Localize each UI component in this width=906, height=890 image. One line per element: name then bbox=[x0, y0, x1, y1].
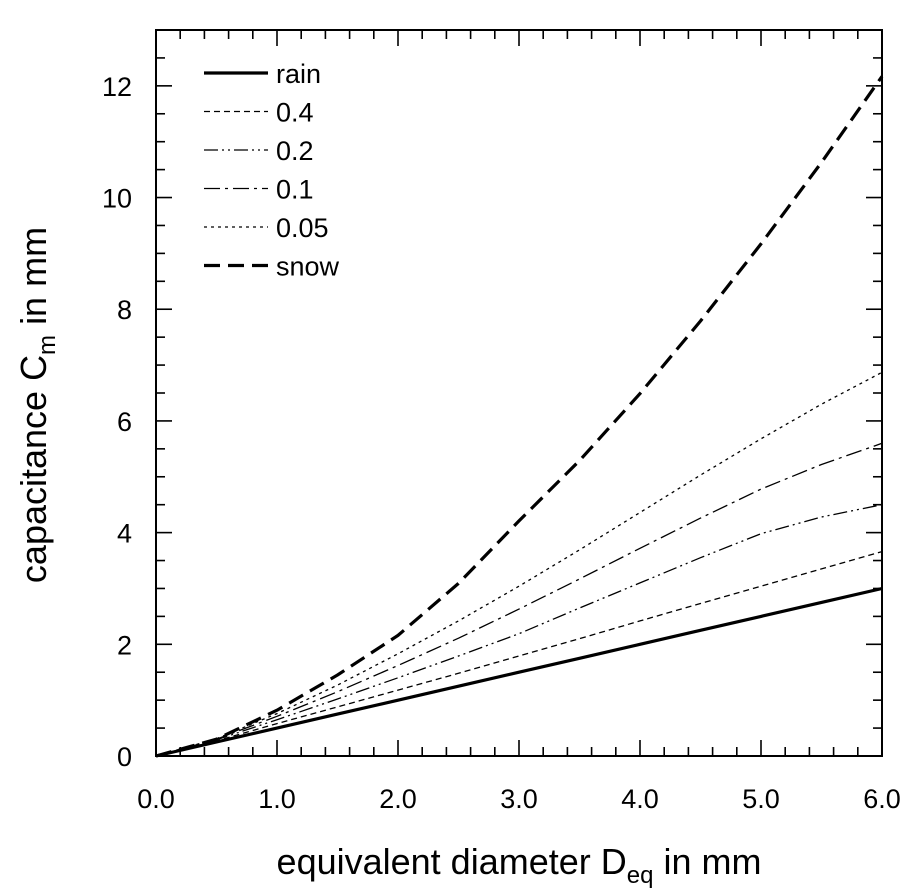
x-tick-label: 6.0 bbox=[863, 784, 901, 814]
y-tick-label: 4 bbox=[117, 519, 132, 549]
x-tick-label: 3.0 bbox=[500, 784, 538, 814]
plot-frame bbox=[155, 29, 883, 757]
x-tick-label: 1.0 bbox=[258, 784, 296, 814]
legend-label: 0.4 bbox=[276, 98, 314, 128]
series-lines bbox=[155, 75, 884, 758]
legend-label: 0.2 bbox=[276, 136, 314, 166]
y-axis-title: capacitance Cm in mm bbox=[13, 227, 61, 583]
series-line-0-2 bbox=[155, 504, 883, 757]
legend-label: 0.05 bbox=[276, 213, 329, 243]
series-line-0-05 bbox=[155, 371, 883, 757]
legend-label: 0.1 bbox=[276, 175, 314, 205]
axis-ticks bbox=[155, 29, 883, 757]
x-tick-label: 2.0 bbox=[379, 784, 417, 814]
y-tick-label: 8 bbox=[117, 295, 132, 325]
y-tick-label: 2 bbox=[117, 630, 132, 660]
x-tick-label: 0.0 bbox=[137, 784, 175, 814]
x-tick-label: 5.0 bbox=[742, 784, 780, 814]
legend: rain 0.4 0.2 0.1 0.05 snow bbox=[204, 59, 340, 282]
legend-label: snow bbox=[276, 252, 340, 282]
x-axis-title: equivalent diameter Deq in mm bbox=[277, 841, 762, 889]
y-tick-label: 0 bbox=[117, 742, 132, 772]
y-tick-label: 12 bbox=[102, 72, 132, 102]
x-tick-label: 4.0 bbox=[621, 784, 659, 814]
tick-labels: 0.0 1.0 2.0 3.0 4.0 5.0 6.0 0 2 4 6 8 10 12 bbox=[102, 72, 901, 814]
series-line-rain bbox=[155, 586, 883, 758]
y-tick-label: 10 bbox=[102, 184, 132, 214]
y-tick-label: 6 bbox=[117, 407, 132, 437]
series-line-0-1 bbox=[155, 442, 883, 757]
legend-label: rain bbox=[276, 59, 321, 89]
series-line-0-4 bbox=[155, 550, 883, 757]
series-line-snow bbox=[155, 75, 884, 758]
